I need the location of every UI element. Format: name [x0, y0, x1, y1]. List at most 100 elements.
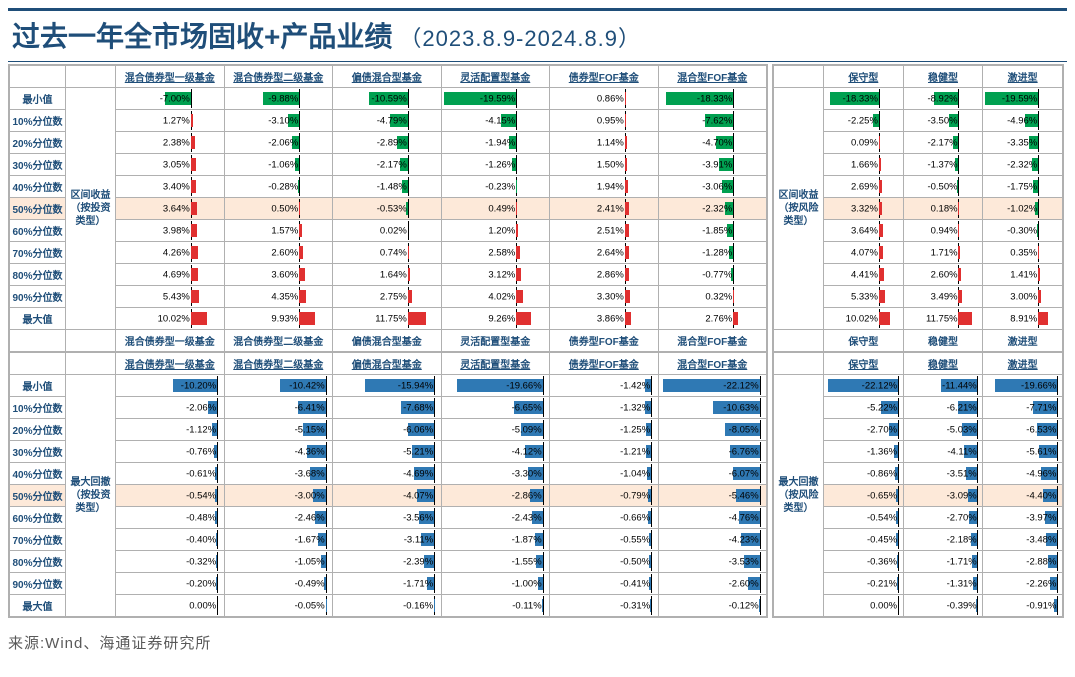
value-label: 4.26% [163, 247, 190, 258]
data-cell: -1.42% [550, 375, 659, 397]
data-cell: -2.43% [441, 507, 550, 529]
data-cell: -1.55% [441, 551, 550, 573]
data-cell: -6.07% [658, 463, 767, 485]
data-cell: -3.56% [333, 507, 442, 529]
data-cell: 2.58% [441, 242, 550, 264]
data-cell: -15.94% [333, 375, 442, 397]
value-label: 10.02% [158, 313, 190, 324]
value-label: -3.91% [702, 159, 732, 170]
data-cell: -0.76% [116, 441, 225, 463]
chart-grid: 混合债券型一级基金混合债券型二级基金偏债混合型基金灵活配置型基金债券型FOF基金… [8, 64, 1067, 618]
returns-left-table: 混合债券型一级基金混合债券型二级基金偏债混合型基金灵活配置型基金债券型FOF基金… [9, 65, 767, 352]
value-label: 3.12% [488, 269, 515, 280]
bar [516, 224, 518, 237]
value-label: 0.00% [870, 600, 897, 611]
data-cell: -19.59% [441, 88, 550, 110]
bar [958, 312, 972, 325]
col-header: 混合型FOF基金 [658, 66, 767, 88]
row-label: 10%分位数 [10, 110, 66, 132]
data-cell: -4.40% [983, 485, 1063, 507]
bar [625, 268, 630, 281]
bar [299, 202, 300, 215]
data-cell: 3.00% [983, 286, 1063, 308]
value-label: -3.30% [512, 468, 542, 479]
value-label: -6.07% [729, 468, 759, 479]
bar [191, 224, 197, 237]
value-label: -10.63% [723, 402, 758, 413]
row-label: 60%分位数 [10, 507, 66, 529]
col-footer: 保守型 [824, 330, 904, 352]
value-label: 5.33% [851, 291, 878, 302]
data-cell: -4.11% [903, 441, 983, 463]
data-cell: 0.86% [550, 88, 659, 110]
data-cell: 2.86% [550, 264, 659, 286]
data-cell: -5.21% [333, 441, 442, 463]
value-label: -1.31% [947, 578, 977, 589]
col-footer: 激进型 [983, 330, 1063, 352]
data-cell: -10.59% [333, 88, 442, 110]
bar [879, 290, 885, 303]
value-label: -0.77% [702, 269, 732, 280]
value-label: -6.65% [512, 402, 542, 413]
data-cell: -0.50% [550, 551, 659, 573]
value-label: 11.75% [926, 313, 958, 324]
value-label: -0.32% [186, 556, 216, 567]
value-label: -3.35% [1007, 137, 1037, 148]
row-label: 40%分位数 [10, 176, 66, 198]
value-label: -1.26% [485, 159, 515, 170]
data-cell: 3.98% [116, 220, 225, 242]
data-cell: 1.20% [441, 220, 550, 242]
data-cell: -8.05% [658, 419, 767, 441]
data-cell: -2.32% [658, 198, 767, 220]
col-footer: 偏债混合型基金 [333, 330, 442, 352]
value-label: -1.25% [620, 424, 650, 435]
data-cell: -0.48% [116, 507, 225, 529]
data-cell: 3.60% [224, 264, 333, 286]
bar [879, 312, 891, 325]
data-cell: 2.60% [224, 242, 333, 264]
value-label: -0.21% [867, 578, 897, 589]
col-footer: 混合型FOF基金 [658, 330, 767, 352]
bar [625, 136, 627, 149]
value-label: 3.49% [931, 291, 958, 302]
value-label: 0.86% [597, 93, 624, 104]
value-label: 3.30% [597, 291, 624, 302]
value-label: 3.32% [851, 203, 878, 214]
data-cell: -5.03% [903, 419, 983, 441]
value-label: 0.09% [851, 137, 878, 148]
data-cell: -0.49% [224, 573, 333, 595]
col-header: 混合债券型二级基金 [224, 66, 333, 88]
value-label: 3.64% [163, 203, 190, 214]
data-cell: 0.94% [903, 220, 983, 242]
value-label: -5.21% [403, 446, 433, 457]
value-label: -1.04% [620, 468, 650, 479]
data-cell: 3.32% [824, 198, 904, 220]
bar [879, 246, 884, 259]
value-label: -2.39% [403, 556, 433, 567]
data-cell: 2.69% [824, 176, 904, 198]
data-cell: -1.87% [441, 529, 550, 551]
data-cell: -4.96% [983, 110, 1063, 132]
data-cell: -9.88% [224, 88, 333, 110]
data-cell: -3.48% [983, 529, 1063, 551]
row-label: 最小值 [10, 375, 66, 397]
col-header: 激进型 [983, 353, 1063, 375]
group-label: 区间收益（按投资类型） [66, 88, 116, 330]
bar [625, 114, 627, 127]
data-cell: -3.97% [983, 507, 1063, 529]
value-label: 4.02% [488, 291, 515, 302]
data-cell: -2.06% [224, 132, 333, 154]
data-cell: -1.32% [550, 397, 659, 419]
value-label: 10.02% [846, 313, 878, 324]
value-label: -1.94% [485, 137, 515, 148]
value-label: -5.15% [295, 424, 325, 435]
bar [958, 290, 962, 303]
value-label: -1.02% [1007, 203, 1037, 214]
value-label: -0.65% [867, 490, 897, 501]
page-title: 过去一年全市场固收+产品业绩 [12, 21, 392, 52]
data-cell: -4.69% [333, 463, 442, 485]
data-cell: -10.20% [116, 375, 225, 397]
bar [516, 202, 517, 215]
data-cell: -1.25% [550, 419, 659, 441]
data-cell: -1.02% [983, 198, 1063, 220]
